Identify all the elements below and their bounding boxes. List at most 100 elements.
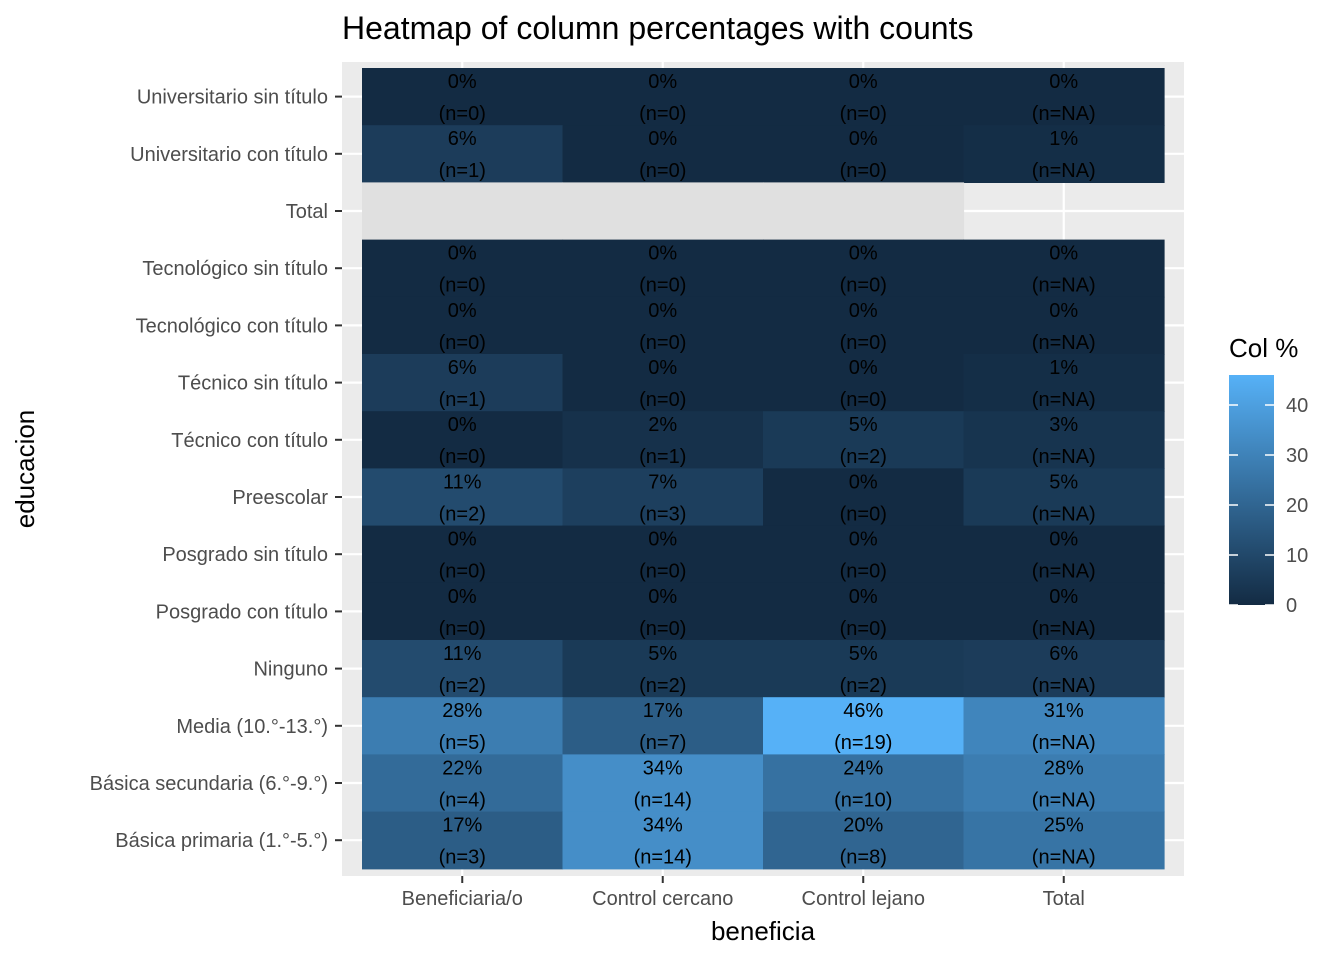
heatmap-cell [562,754,764,813]
cell-count-label: (n=NA) [1032,446,1096,468]
heatmap-cell [562,697,764,755]
heatmap-cell [362,411,564,469]
cell-percent-label: 28% [442,700,482,722]
cell-count-label: (n=0) [840,389,887,411]
heatmap-cell [963,468,1165,527]
cell-percent-label: 25% [1044,815,1084,837]
x-tick-label: Beneficiaria/o [402,888,523,910]
cell-count-label: (n=NA) [1032,275,1096,297]
cell-percent-label: 0% [648,243,677,265]
cell-percent-label: 46% [843,700,883,722]
cell-count-label: (n=0) [639,618,686,640]
heatmap-cell [562,354,764,412]
cell-percent-label: 31% [1044,700,1084,722]
cell-count-label: (n=2) [639,675,686,697]
legend-colorbar [1229,375,1274,605]
heatmap-cell [763,811,965,870]
cell-count-label: (n=0) [639,332,686,354]
cell-percent-label: 0% [648,300,677,322]
y-tick-label: Universitario con título [130,144,328,166]
heatmap-cell [763,354,965,412]
cell-count-label: (n=0) [840,503,887,525]
heatmap-cell [562,411,764,469]
heatmap-cell [963,525,1165,584]
cell-count-label: (n=14) [634,847,692,869]
cell-count-label: (n=NA) [1032,618,1096,640]
cell-percent-label: 0% [648,357,677,379]
cell-percent-label: 3% [1049,414,1078,436]
y-tick-label: Preescolar [232,487,328,509]
heatmap-cell [763,68,965,126]
legend-tick-label: 10 [1286,545,1308,567]
heatmap-cell [362,582,564,641]
cell-percent-label: 0% [849,529,878,551]
heatmap-cell [763,411,965,469]
heatmap-cell [763,239,965,298]
cell-count-label: (n=4) [439,789,486,811]
cell-count-label: (n=0) [439,446,486,468]
cell-percent-label: 0% [1049,243,1078,265]
cell-percent-label: 0% [448,586,477,608]
cell-percent-label: 11% [443,643,482,665]
y-tick-label: Posgrado con título [156,601,328,623]
cell-percent-label: 0% [849,71,878,93]
heatmap-cell [963,68,1165,126]
cell-count-label: (n=0) [439,561,486,583]
heatmap-cell [763,125,965,183]
cell-count-label: (n=0) [840,561,887,583]
heatmap-cell [763,525,965,584]
x-tick-label: Total [1043,888,1085,910]
heatmap-cell [362,125,564,183]
cell-count-label: (n=0) [840,103,887,125]
cell-count-label: (n=NA) [1032,789,1096,811]
cell-percent-label: 0% [448,529,477,551]
y-tick-label: Técnico sin título [178,373,328,395]
heatmap-cell [763,468,965,527]
heatmap-cell [562,125,764,183]
heatmap-cell [362,811,564,870]
y-axis: Universitario sin título Universitario co… [90,87,342,852]
cell-percent-label: 34% [643,757,683,779]
heatmap-cell [562,296,764,355]
heatmap-cell [562,811,764,870]
cell-count-label: (n=2) [439,675,486,697]
heatmap-cell [763,582,965,641]
heatmap-cell [763,296,965,355]
heatmap-cell [963,640,1165,698]
heatmap-cell [963,354,1165,412]
cell-percent-label: 1% [1049,357,1078,379]
heatmap-cell [763,697,965,755]
cell-count-label: (n=0) [439,103,486,125]
cell-count-label: (n=0) [439,332,486,354]
cell-percent-label: 0% [648,71,677,93]
cell-count-label: (n=0) [840,332,887,354]
cell-count-label: (n=2) [439,503,486,525]
cell-percent-label: 5% [849,643,878,665]
y-tick-label: Tecnológico sin título [142,258,328,280]
heatmap-cell [963,697,1165,755]
heatmap-cell [562,640,764,698]
x-tick-label: Control cercano [592,888,733,910]
cell-count-label: (n=0) [639,389,686,411]
y-tick-label: Ninguno [253,659,328,681]
cell-percent-label: 22% [442,757,482,779]
cell-percent-label: 17% [643,700,683,722]
heatmap-cell [963,296,1165,355]
heatmap-cell [562,582,764,641]
cell-percent-label: 20% [843,815,883,837]
heatmap-cell [362,296,564,355]
cell-percent-label: 0% [648,128,677,150]
cell-count-label: (n=2) [840,675,887,697]
legend-tick-label: 0 [1286,595,1297,617]
heatmap-cell [963,239,1165,298]
cell-count-label: (n=0) [639,103,686,125]
cell-percent-label: 6% [1049,643,1078,665]
x-tick-label: Control lejano [802,888,925,910]
color-legend: Col % 0 10 20 30 40 [1229,333,1308,617]
y-axis-title: educacion [10,410,40,529]
cell-count-label: (n=NA) [1032,561,1096,583]
cell-percent-label: 17% [442,815,482,837]
cell-count-label: (n=2) [840,446,887,468]
cell-count-label: (n=3) [439,847,486,869]
